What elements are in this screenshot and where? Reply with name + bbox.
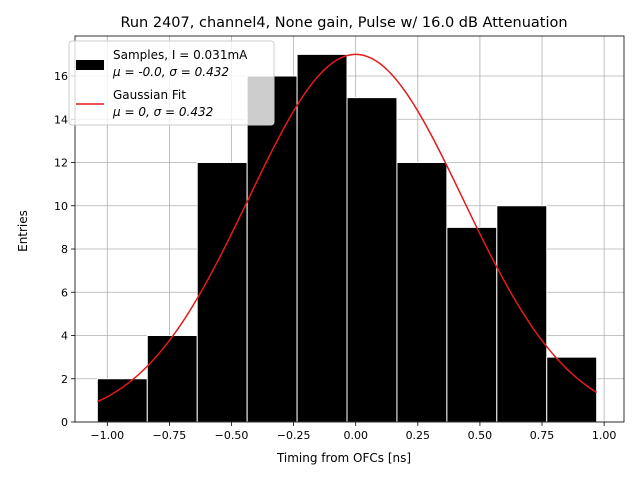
histogram-bar-5 bbox=[346, 97, 398, 423]
chart-title: Run 2407, channel4, None gain, Pulse w/ … bbox=[120, 15, 567, 31]
histogram-bar-9 bbox=[546, 356, 598, 423]
legend-samples-swatch bbox=[76, 60, 104, 70]
x-tick-label-2: −0.50 bbox=[215, 429, 249, 442]
legend-samples-stats: μ = -0.0, σ = 0.432 bbox=[112, 65, 229, 79]
x-tick-label-0: −1.00 bbox=[90, 429, 124, 442]
y-tick-label-3: 6 bbox=[61, 286, 68, 299]
legend-box bbox=[68, 40, 275, 126]
x-tick-label-6: 0.50 bbox=[468, 429, 493, 442]
x-tick-label-7: 0.75 bbox=[530, 429, 555, 442]
x-axis-ticks: −1.00 −0.75 −0.50 −0.25 0.00 0.25 0.50 0.75 1.00 bbox=[90, 422, 616, 442]
y-tick-label-8: 16 bbox=[54, 70, 68, 83]
x-tick-label-8: 1.00 bbox=[592, 429, 617, 442]
histogram-bar-1 bbox=[146, 335, 198, 423]
legend-fit-label: Gaussian Fit bbox=[113, 88, 186, 102]
gaussian-fit-curve bbox=[97, 53, 598, 403]
histogram-bar-4 bbox=[296, 53, 348, 423]
y-tick-label-4: 8 bbox=[61, 243, 68, 256]
plot-frame bbox=[74, 35, 625, 423]
histogram-bar-0 bbox=[96, 378, 148, 423]
histogram-bar-6 bbox=[396, 162, 448, 423]
y-tick-label-2: 4 bbox=[61, 330, 68, 343]
x-tick-label-1: −0.75 bbox=[153, 429, 187, 442]
histogram-bar-3 bbox=[246, 75, 298, 423]
y-tick-label-5: 10 bbox=[54, 200, 68, 213]
y-tick-label-7: 14 bbox=[54, 113, 68, 126]
histogram-bars bbox=[96, 53, 598, 423]
histogram-bar-8 bbox=[496, 205, 548, 423]
histogram-bar-7 bbox=[446, 226, 498, 423]
y-tick-label-6: 12 bbox=[54, 157, 68, 170]
legend-samples-label: Samples, I = 0.031mA bbox=[113, 48, 248, 62]
x-tick-label-4: 0.00 bbox=[343, 429, 368, 442]
x-tick-label-5: 0.25 bbox=[406, 429, 431, 442]
y-axis-ticks: 0 2 4 6 8 10 12 14 16 bbox=[54, 70, 75, 429]
legend: Samples, I = 0.031mA μ = -0.0, σ = 0.432… bbox=[68, 40, 275, 126]
x-tick-label-3: −0.25 bbox=[277, 429, 311, 442]
legend-fit-stats: μ = 0, σ = 0.432 bbox=[112, 105, 213, 119]
histogram-bar-2 bbox=[196, 162, 248, 423]
y-axis-label: Entries bbox=[16, 210, 30, 252]
y-tick-label-1: 2 bbox=[61, 373, 68, 386]
y-tick-label-0: 0 bbox=[61, 416, 68, 429]
x-axis-label: Timing from OFCs [ns] bbox=[276, 451, 411, 465]
